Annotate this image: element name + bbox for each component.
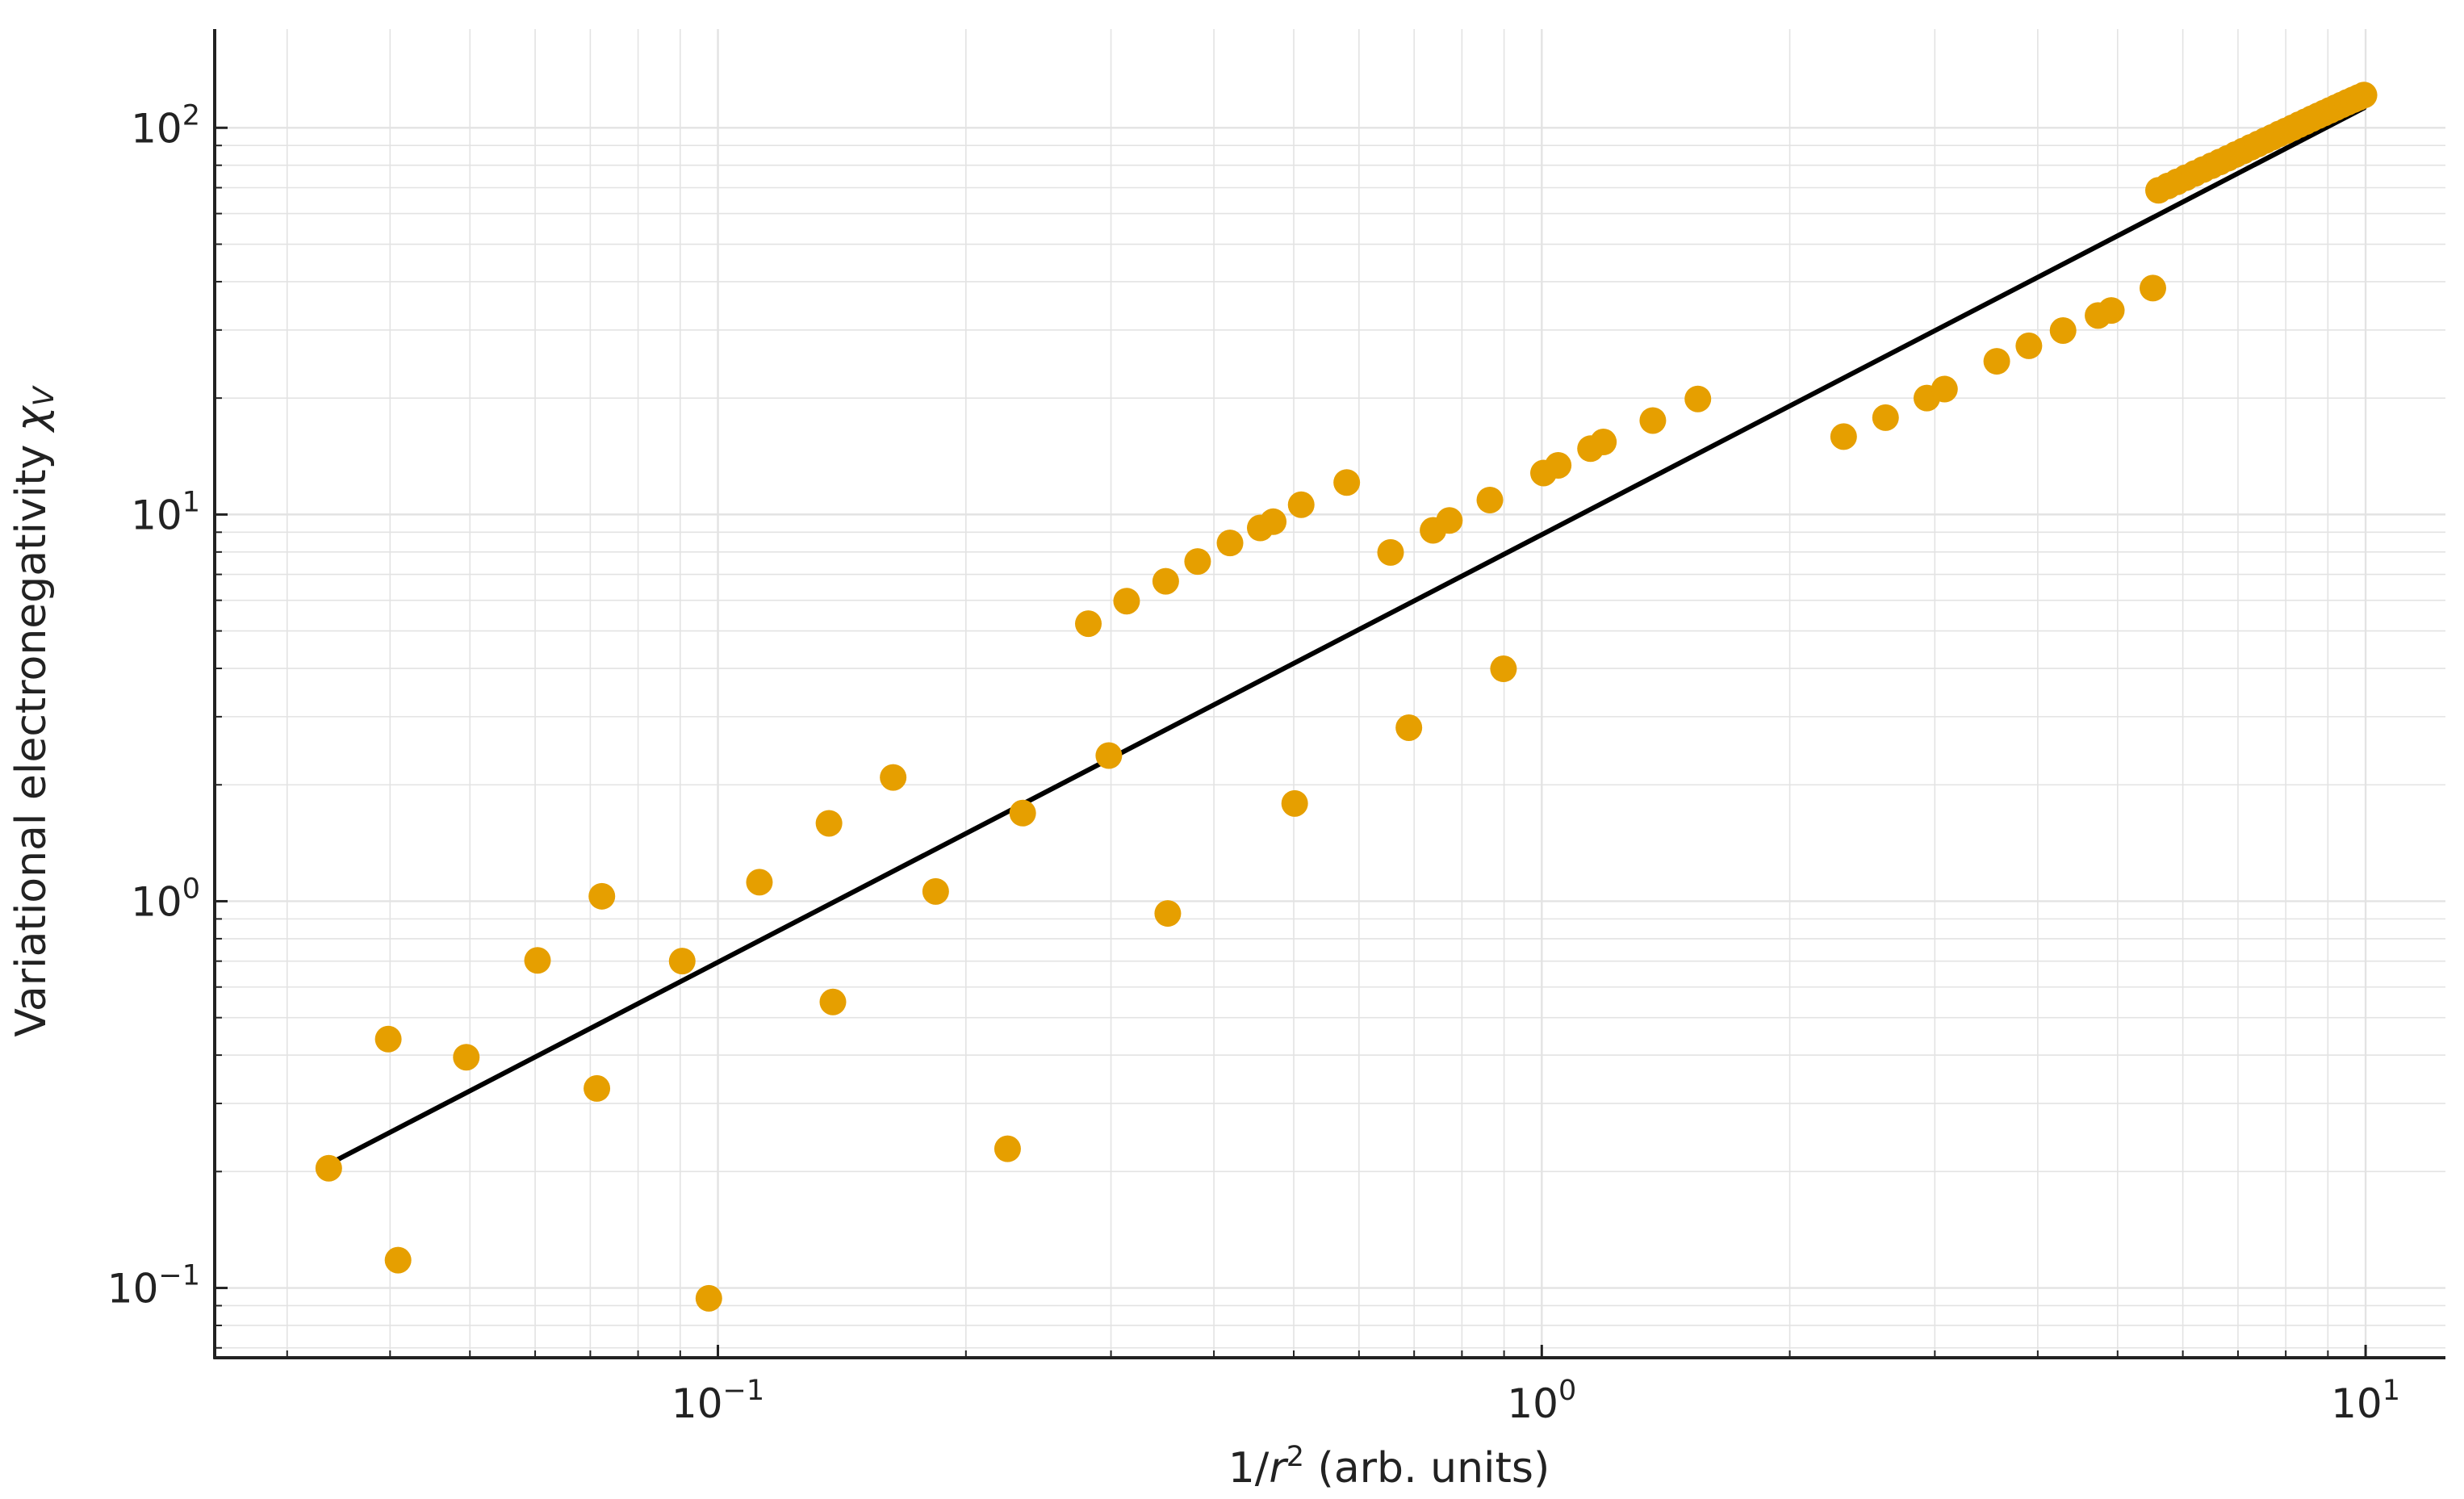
data-point: [2015, 332, 2043, 359]
data-point: [1184, 548, 1211, 576]
data-point: [1395, 714, 1423, 741]
data-point: [1490, 655, 1517, 683]
data-point: [695, 1284, 722, 1312]
data-point: [1377, 538, 1404, 566]
data-point: [2139, 274, 2166, 302]
data-point: [2049, 316, 2077, 344]
x-tick-label: 100: [1507, 1375, 1576, 1427]
data-point: [315, 1154, 342, 1182]
data-point: [1476, 486, 1504, 513]
x-tick-label: 10−1: [671, 1375, 764, 1427]
axes-layer: [213, 29, 2445, 1359]
data-point: [1872, 404, 1899, 431]
tick-marks: [215, 126, 2367, 1358]
y-tick-label: 10−1: [107, 1260, 200, 1313]
tick-labels: 10−1 100 101 10−1 100 101 102: [107, 99, 2400, 1427]
data-point: [1333, 469, 1361, 496]
data-point: [1281, 789, 1308, 817]
data-point: [1639, 407, 1667, 434]
data-point: [668, 948, 696, 975]
data-point: [1684, 385, 1712, 412]
y-tick-label: 101: [131, 486, 200, 538]
data-points-layer: [315, 82, 2378, 1312]
data-point: [588, 882, 616, 910]
fit-line-layer: [326, 105, 2367, 1167]
data-point: [2098, 297, 2125, 325]
data-point: [584, 1074, 611, 1102]
y-axis-label: Variational electronegativity χV: [7, 385, 61, 1036]
data-point: [1074, 610, 1102, 638]
data-point: [1095, 742, 1123, 769]
data-point: [1152, 567, 1179, 595]
data-point: [819, 988, 847, 1015]
data-point: [994, 1135, 1021, 1162]
x-axis-label: 1/r2 (arb. units): [1228, 1441, 1550, 1493]
fit-line: [326, 105, 2367, 1167]
data-point: [2350, 82, 2378, 109]
data-point: [1830, 423, 1857, 450]
data-point: [815, 810, 843, 837]
data-point: [1113, 588, 1140, 615]
data-point: [1154, 900, 1182, 927]
data-point: [453, 1044, 480, 1071]
data-point: [384, 1246, 412, 1274]
y-tick-label: 100: [131, 873, 200, 925]
data-point: [880, 764, 907, 791]
x-tick-label: 101: [2331, 1375, 2400, 1427]
data-point: [1287, 491, 1315, 518]
data-point: [1260, 508, 1287, 535]
data-point: [524, 947, 551, 974]
data-point: [1216, 530, 1244, 557]
data-point: [1983, 348, 2010, 375]
y-tick-label: 102: [131, 99, 200, 152]
data-point: [1009, 799, 1036, 827]
major-grid: [215, 29, 2445, 1358]
data-point: [922, 877, 949, 905]
data-point: [1590, 429, 1617, 456]
data-point: [746, 869, 773, 896]
data-point: [1436, 507, 1463, 534]
data-point: [1931, 375, 1958, 403]
data-point: [374, 1025, 402, 1053]
minor-grid: [215, 29, 2445, 1358]
data-point: [1545, 451, 1572, 479]
